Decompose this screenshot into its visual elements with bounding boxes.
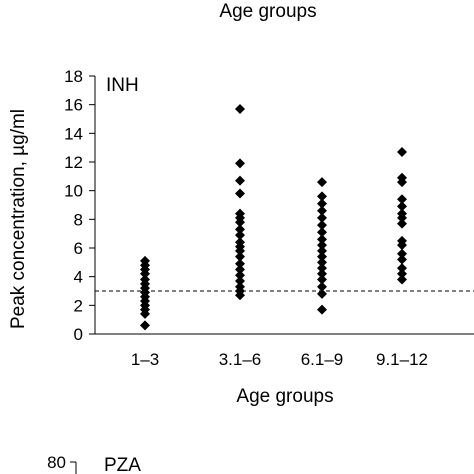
data-point (317, 198, 327, 209)
data-point (317, 240, 327, 251)
y-tick-labels: 0 2 4 6 8 10 12 14 16 18 (64, 67, 95, 344)
data-point (397, 263, 407, 274)
data-point (140, 268, 150, 279)
data-point (397, 194, 407, 205)
y-tick-label: 16 (64, 96, 83, 115)
data-point (235, 217, 245, 228)
y-tick-label: 14 (64, 124, 83, 143)
data-point (235, 264, 245, 275)
data-point (235, 103, 245, 114)
y-tick-label: 6 (74, 239, 83, 258)
data-point (317, 251, 327, 262)
data-point (397, 177, 407, 188)
data-point (397, 240, 407, 251)
data-point (235, 245, 245, 256)
data-point (317, 257, 327, 268)
y-tick-label: 8 (74, 210, 83, 229)
x-tick-label: 9.1–12 (376, 350, 428, 369)
x-axis-title: Age groups (236, 386, 333, 407)
y-axis-title: Peak concentration, µg/ml (8, 109, 29, 329)
data-point (397, 274, 407, 285)
data-point (317, 245, 327, 256)
data-point (397, 146, 407, 157)
data-point (317, 227, 327, 238)
data-point (235, 224, 245, 235)
panel-label-inh: INH (106, 75, 139, 96)
data-point (317, 304, 327, 315)
data-point (397, 201, 407, 212)
data-point (317, 205, 327, 216)
data-point (235, 175, 245, 186)
data-point (317, 274, 327, 285)
x-tick-label: 3.1–6 (219, 350, 262, 369)
y-tick-label: 2 (74, 296, 83, 315)
data-point (317, 220, 327, 231)
data-point (235, 188, 245, 199)
panel-label-pza: PZA (104, 455, 141, 474)
data-point (235, 270, 245, 281)
data-point (397, 268, 407, 279)
y-tick-label: 4 (74, 268, 83, 287)
data-point (235, 275, 245, 286)
data-point (317, 268, 327, 279)
data-point (140, 320, 150, 331)
data-point (317, 263, 327, 274)
data-point (235, 158, 245, 169)
y-tick-label: 18 (64, 67, 83, 86)
data-point (235, 258, 245, 269)
data-point (317, 234, 327, 245)
pza-y-tick-label: 80 (47, 453, 66, 472)
x-tick-label: 1–3 (131, 350, 159, 369)
data-point (317, 191, 327, 202)
top-axis-title: Age groups (219, 1, 316, 22)
data-point (397, 212, 407, 223)
data-point (397, 248, 407, 259)
data-point (235, 230, 245, 241)
y-tick-label: 10 (64, 182, 83, 201)
data-point (317, 212, 327, 223)
data-point (317, 281, 327, 292)
y-tick-label: 12 (64, 153, 83, 172)
data-point (317, 177, 327, 188)
x-tick-label: 6.1–9 (301, 350, 344, 369)
data-point (235, 251, 245, 262)
data-point (397, 218, 407, 229)
y-tick-label: 0 (74, 325, 83, 344)
data-point (397, 254, 407, 265)
data-point (140, 308, 150, 319)
data-points (140, 103, 407, 331)
data-point (317, 288, 327, 299)
data-point (235, 290, 245, 301)
x-tick-labels: 1–3 3.1–6 6.1–9 9.1–12 (131, 350, 428, 369)
